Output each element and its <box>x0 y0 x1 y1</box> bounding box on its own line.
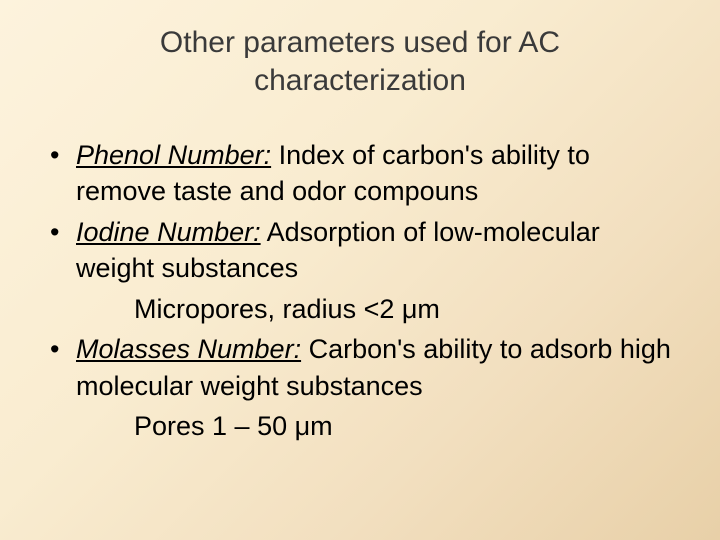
slide-title: Other parameters used for AC characteriz… <box>90 24 630 99</box>
sub-iodine: Micropores, radius <2 μm <box>48 291 680 327</box>
term-phenol: Phenol Number: <box>76 140 271 170</box>
list-item: Molasses Number: Carbon's ability to ads… <box>48 331 680 404</box>
bullet-list: Phenol Number: Index of carbon's ability… <box>48 137 680 287</box>
list-item: Phenol Number: Index of carbon's ability… <box>48 137 680 210</box>
bullet-list: Molasses Number: Carbon's ability to ads… <box>48 331 680 404</box>
sub-molasses: Pores 1 – 50 μm <box>48 408 680 444</box>
slide-body: Phenol Number: Index of carbon's ability… <box>30 137 690 445</box>
term-iodine: Iodine Number: <box>76 217 261 247</box>
term-molasses: Molasses Number: <box>76 334 301 364</box>
list-item: Iodine Number: Adsorption of low-molecul… <box>48 214 680 287</box>
